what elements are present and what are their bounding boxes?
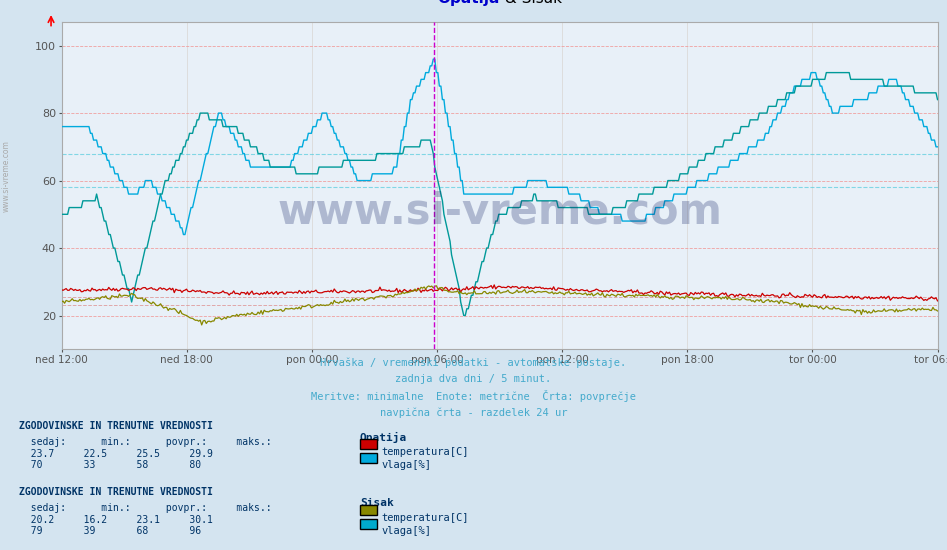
- Text: sedaj:      min.:      povpr.:     maks.:: sedaj: min.: povpr.: maks.:: [19, 503, 272, 513]
- Text: 23.7     22.5     25.5     29.9: 23.7 22.5 25.5 29.9: [19, 449, 213, 459]
- Text: www.si-vreme.com: www.si-vreme.com: [2, 140, 11, 212]
- Text: Opatija: Opatija: [360, 432, 407, 443]
- Text: navpična črta - razdelek 24 ur: navpična črta - razdelek 24 ur: [380, 407, 567, 417]
- Text: temperatura[C]: temperatura[C]: [382, 513, 469, 523]
- Text: www.si-vreme.com: www.si-vreme.com: [277, 191, 722, 233]
- Text: ZGODOVINSKE IN TRENUTNE VREDNOSTI: ZGODOVINSKE IN TRENUTNE VREDNOSTI: [19, 421, 213, 431]
- Text: sedaj:      min.:      povpr.:     maks.:: sedaj: min.: povpr.: maks.:: [19, 437, 272, 447]
- Text: 70       33       58       80: 70 33 58 80: [19, 460, 201, 470]
- Text: vlaga[%]: vlaga[%]: [382, 460, 432, 470]
- Text: vlaga[%]: vlaga[%]: [382, 526, 432, 536]
- Text: 79       39       68       96: 79 39 68 96: [19, 526, 201, 536]
- Text: Hrvaška / vremenski podatki - avtomatske postaje.: Hrvaška / vremenski podatki - avtomatske…: [320, 358, 627, 368]
- Text: 20.2     16.2     23.1     30.1: 20.2 16.2 23.1 30.1: [19, 515, 213, 525]
- Text: & Sisak: & Sisak: [500, 0, 562, 6]
- Text: ZGODOVINSKE IN TRENUTNE VREDNOSTI: ZGODOVINSKE IN TRENUTNE VREDNOSTI: [19, 487, 213, 497]
- Text: zadnja dva dni / 5 minut.: zadnja dva dni / 5 minut.: [396, 374, 551, 384]
- Text: temperatura[C]: temperatura[C]: [382, 447, 469, 457]
- Text: Opatija: Opatija: [438, 0, 500, 6]
- Text: Meritve: minimalne  Enote: metrične  Črta: povprečje: Meritve: minimalne Enote: metrične Črta:…: [311, 390, 636, 403]
- Text: Sisak: Sisak: [360, 498, 394, 508]
